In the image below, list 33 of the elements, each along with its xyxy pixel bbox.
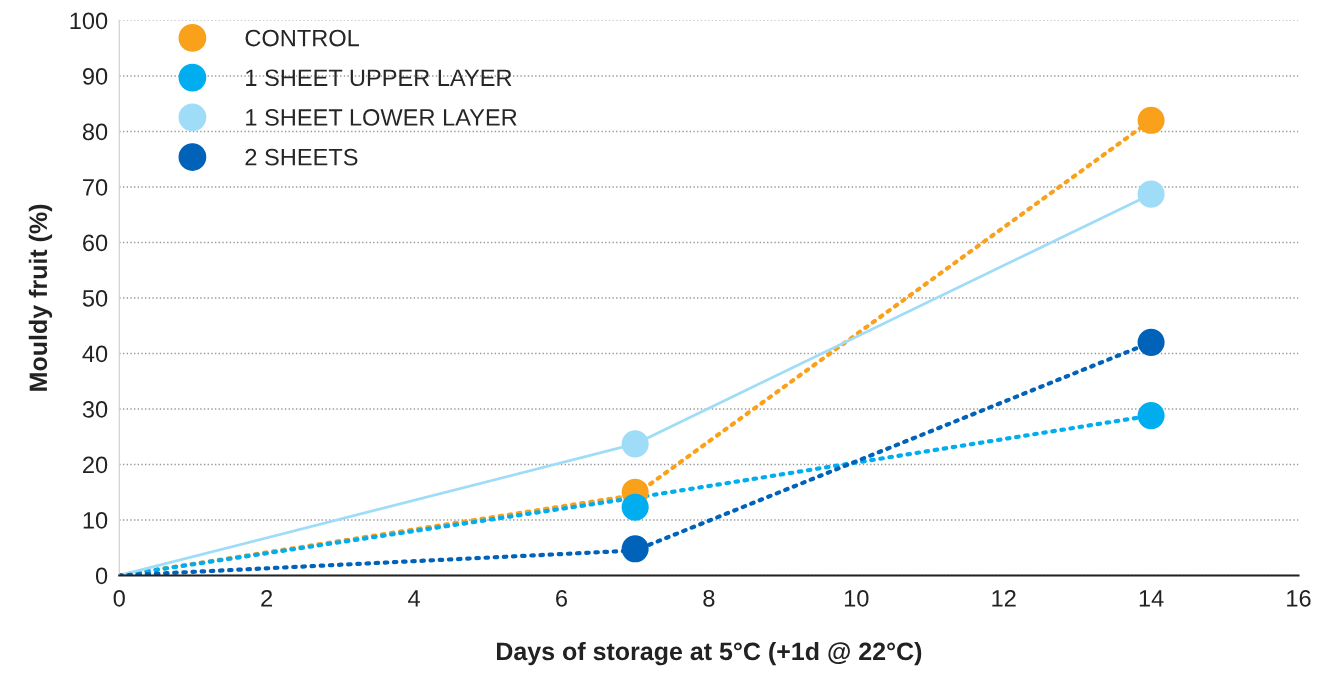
point: [621, 430, 649, 458]
x-tick-label: 12: [992, 589, 1016, 607]
y-tick-label: 40: [82, 345, 108, 363]
y-tick-label: 90: [82, 68, 108, 85]
point: [1137, 402, 1165, 430]
x-tick-label: 16: [1287, 589, 1311, 607]
y-tick-label: 20: [83, 456, 108, 474]
y-tick-label: 70: [83, 179, 108, 196]
x-tick-label: 14: [1139, 590, 1164, 607]
y-tick-label: 10: [83, 512, 108, 529]
y-tick-label: 60: [83, 234, 108, 252]
y-axis-title: Mouldy fruit (%): [28, 204, 53, 391]
y-tick-label: 80: [82, 123, 108, 141]
x-tick-label: 4: [408, 590, 420, 607]
y-tick-label: 100: [70, 12, 108, 30]
point: [1137, 180, 1165, 208]
x-tick-label: 2: [261, 589, 273, 607]
x-tick-label: 10: [844, 589, 869, 607]
point: [621, 535, 649, 563]
x-tick-label: 8: [703, 589, 715, 607]
legend-label: 2 SHEETS: [245, 148, 358, 166]
legend-label: 1 SHEET UPPER LAYER: [246, 69, 512, 87]
y-tick-label: 50: [82, 290, 108, 307]
x-tick-label: 0: [113, 589, 125, 607]
x-axis-title: Days of storage at 5°C (+1d @ 22°C): [496, 641, 922, 666]
legend-label: CONTROL: [245, 29, 359, 47]
x-tick-label: 6: [556, 589, 567, 607]
point: [621, 493, 649, 521]
point: [1137, 106, 1165, 134]
y-tick-label: 0: [95, 567, 108, 585]
legend-label: 1 SHEET LOWER LAYER: [246, 109, 517, 126]
y-tick-label: 30: [82, 401, 108, 418]
point: [1137, 328, 1165, 356]
